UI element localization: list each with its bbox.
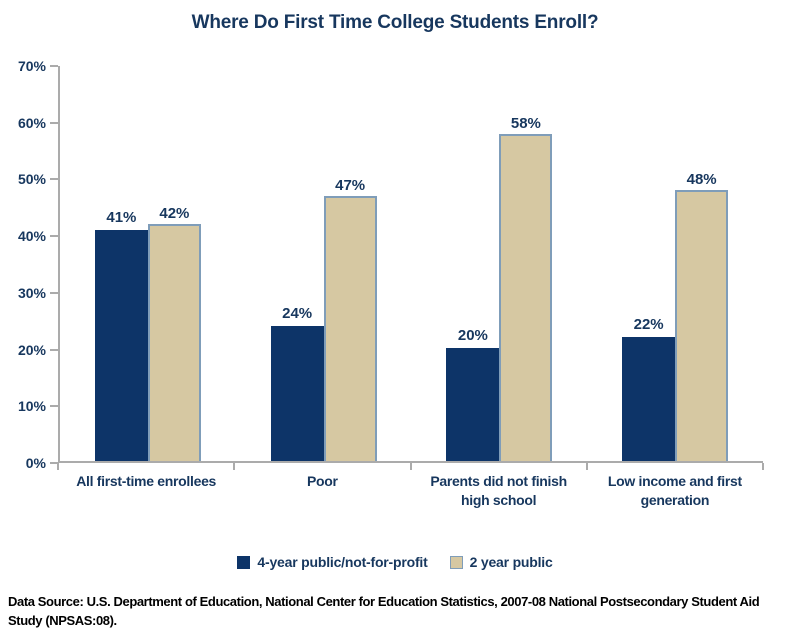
legend-label-2year-public: 2 year public [469,554,553,570]
y-axis-label: 60% [17,114,46,131]
bar-4year-public: 24% [270,305,324,461]
x-axis-tick [409,463,412,470]
y-axis-tick [50,178,58,181]
x-axis-tick [233,463,236,470]
bar-value-label: 48% [686,171,717,189]
y-axis-tick [50,235,58,238]
chart-area: 41% 42% 24% 47% 20% 58% 22% 48% All first-time … [18,58,764,508]
y-axis-label: 10% [17,398,46,415]
bar-4year-public: 22% [622,316,676,461]
y-axis-label: 70% [17,58,46,74]
bar-value-label: 20% [457,327,488,345]
x-axis-category-label: Low income and first generation [607,473,742,508]
bar-2year-public: 42% [147,205,201,461]
y-axis-tick [50,348,58,351]
bar-group: 41% 42% [60,66,236,461]
bar-value-label: 24% [282,304,313,322]
y-axis-tick [50,65,58,67]
data-source-note: Data Source: U.S. Department of Educatio… [8,594,760,628]
bar-value-label: 42% [159,205,190,222]
y-axis-label: 40% [17,228,46,245]
legend-label-4year-public: 4-year public/not-for-profit [257,554,428,570]
bar-4year-public: 41% [94,209,148,461]
x-axis-tick [585,463,588,470]
y-axis-tick [50,291,58,294]
y-axis-tick [50,121,58,124]
bar-4year-public: 20% [446,327,500,461]
bar-value-label: 47% [335,176,366,194]
bar-2year-public: 48% [675,171,729,461]
bar-2year-public: 47% [323,177,377,461]
x-axis-category-labels: All first-time enrollees Poor Parents did … [58,472,763,510]
y-axis-label: 50% [17,171,46,188]
bar-group: 24% 47% [236,66,412,461]
bar-value-label: 58% [510,114,541,132]
y-axis-label: 0% [25,455,46,471]
bar-value-label: 22% [633,315,664,333]
x-axis-category-label: All first-time enrollees [76,473,217,489]
legend-swatch-2year-public-icon [449,555,463,569]
plot-area: 41% 42% 24% 47% 20% 58% 22% 48% [58,66,763,463]
y-axis-label: 30% [17,284,46,301]
legend-item-4year-public: 4-year public/not-for-profit [237,554,428,570]
y-axis-label: 20% [17,341,46,358]
bar-value-label: 41% [106,208,137,226]
y-axis-tick [50,462,58,464]
legend-item-2year-public: 2 year public [449,554,553,570]
x-axis-category-label: Poor [307,473,338,489]
legend: 4-year public/not-for-profit 2 year publ… [0,554,790,570]
x-axis-category-label: Parents did not finish high school [430,473,567,508]
x-axis-tick [762,463,764,470]
chart-title: Where Do First Time College Students Enr… [191,12,599,33]
legend-swatch-4year-public-icon [237,555,251,569]
x-axis-tick [57,463,59,470]
bar-2year-public: 58% [499,115,553,461]
y-axis-tick [50,405,58,408]
bar-group: 20% 58% [412,66,588,461]
bar-group: 22% 48% [587,66,763,461]
